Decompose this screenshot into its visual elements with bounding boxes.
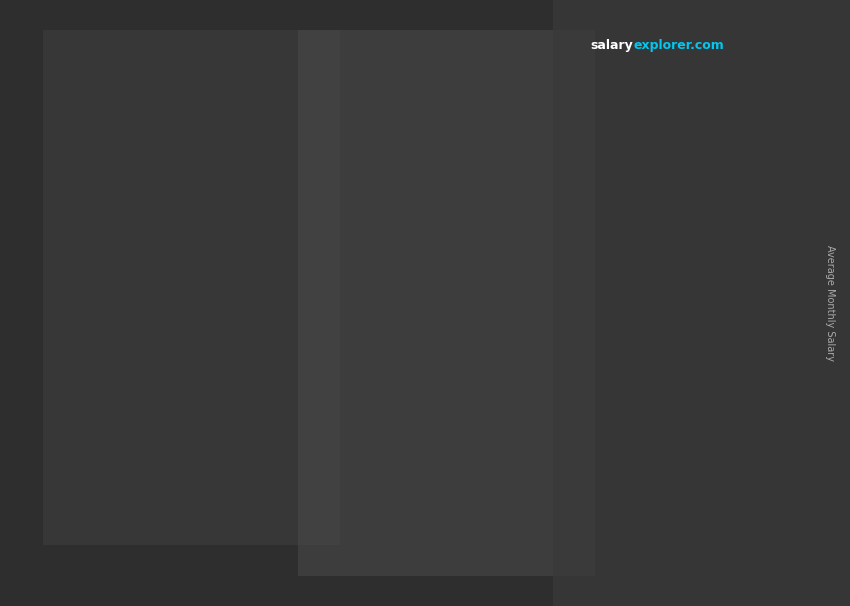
Text: salary: salary: [591, 39, 633, 52]
Polygon shape: [298, 360, 307, 509]
Polygon shape: [524, 220, 535, 509]
Polygon shape: [544, 220, 554, 509]
Polygon shape: [218, 360, 228, 509]
Polygon shape: [198, 360, 208, 509]
Polygon shape: [646, 92, 735, 136]
Polygon shape: [646, 108, 735, 118]
Polygon shape: [495, 220, 505, 509]
Polygon shape: [277, 360, 287, 509]
Bar: [298, 30, 595, 576]
Polygon shape: [535, 220, 544, 509]
Text: Process Engineer: Process Engineer: [122, 115, 265, 133]
Polygon shape: [228, 360, 238, 509]
Polygon shape: [238, 360, 248, 509]
Polygon shape: [268, 360, 277, 509]
Polygon shape: [307, 360, 317, 509]
Polygon shape: [258, 360, 268, 509]
Polygon shape: [554, 220, 564, 509]
Polygon shape: [505, 220, 514, 509]
Polygon shape: [514, 220, 524, 509]
Text: Bachelor's Degree: Bachelor's Degree: [195, 521, 346, 536]
Polygon shape: [475, 220, 485, 509]
Polygon shape: [564, 220, 574, 509]
Polygon shape: [465, 220, 475, 509]
Polygon shape: [673, 92, 689, 136]
Bar: [42, 30, 340, 545]
Text: 52,900 SEK: 52,900 SEK: [477, 193, 565, 207]
Text: Average Monthly Salary: Average Monthly Salary: [825, 245, 836, 361]
Polygon shape: [208, 360, 218, 509]
Polygon shape: [248, 360, 258, 509]
Polygon shape: [456, 220, 465, 509]
Text: Master's Degree: Master's Degree: [459, 521, 595, 536]
Text: explorer.com: explorer.com: [633, 39, 724, 52]
Text: +93%: +93%: [357, 181, 428, 201]
Polygon shape: [574, 220, 599, 519]
Polygon shape: [485, 220, 495, 509]
Text: Salary Comparison By Education: Salary Comparison By Education: [122, 84, 565, 108]
Text: Sweden: Sweden: [122, 138, 200, 156]
Polygon shape: [317, 360, 342, 519]
Polygon shape: [456, 220, 599, 230]
Polygon shape: [287, 360, 298, 509]
Bar: [552, 0, 850, 606]
Polygon shape: [198, 360, 342, 370]
Text: 27,300 SEK: 27,300 SEK: [203, 333, 292, 347]
